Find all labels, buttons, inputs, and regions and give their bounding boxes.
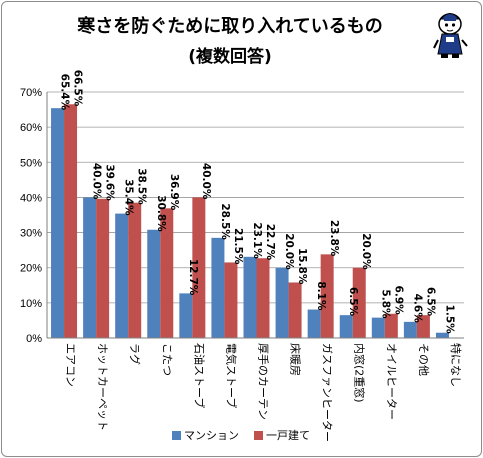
data-label: 66.5% [72, 70, 84, 107]
category-label: ホットカーペット [96, 343, 109, 431]
category-label: 厚手のカーテン [257, 343, 271, 420]
legend-label: マンション [184, 429, 239, 442]
bar-house [288, 282, 302, 338]
bars [51, 104, 449, 338]
data-label: 30.8% [155, 195, 167, 232]
data-label: 40.0% [91, 163, 103, 200]
category-label: 特になし [449, 343, 463, 387]
bar-house [224, 262, 238, 338]
bar-house [128, 202, 142, 338]
bar-house [64, 104, 78, 338]
data-label: 21.5% [232, 228, 244, 265]
legend-swatch [172, 431, 181, 440]
data-label: 35.4% [123, 179, 135, 216]
data-label: 38.5% [136, 168, 148, 205]
bar-mansion [403, 321, 417, 338]
bar-mansion [371, 317, 385, 338]
y-tick-label: 20% [20, 263, 42, 275]
data-labels: 65.4% 66.5%40.0% 39.6% 35.4% 38.5%30.8%36.9%… [59, 70, 456, 334]
bar-mansion [115, 213, 129, 338]
bar-mansion [275, 267, 289, 338]
y-axis: 0% 10% 20% 30% 40% 50% 60% 70% [20, 87, 48, 345]
y-tick-label: 50% [20, 157, 42, 169]
y-tick-label: 0% [26, 333, 42, 345]
legend: マンション 一戸建て [172, 428, 310, 442]
bar-mansion [147, 229, 161, 338]
bar-house [160, 208, 174, 338]
bar-mansion [339, 315, 353, 338]
y-tick-label: 30% [20, 228, 42, 240]
data-label: 6.9% [392, 286, 404, 316]
data-label: 23.8% [328, 220, 340, 257]
chart-title: 寒さを防ぐために取り入れているもの [76, 15, 382, 37]
category-label: 石油ストーブ [192, 343, 206, 408]
data-label: 15.8% [296, 248, 308, 285]
category-label: ガスファンヒーター [321, 343, 334, 442]
legend-label: 一戸建て [266, 428, 310, 442]
bar-mansion [83, 197, 97, 338]
data-label: 65.4% [59, 74, 71, 111]
data-label: 8.1% [315, 281, 327, 311]
category-label: ラグ [128, 343, 142, 365]
bar-mansion [179, 293, 193, 338]
bar-mansion [211, 237, 225, 338]
bar-mansion [435, 332, 449, 338]
category-label: オイルヒーター [385, 343, 398, 420]
category-label: その他 [417, 343, 430, 376]
category-label: こたつ [160, 343, 173, 376]
bar-mansion [51, 108, 65, 338]
bar-house [320, 254, 334, 338]
x-axis: エアコン ホットカーペット ラグ こたつ 石油ストーブ 電気ストーブ 厚手のカーテン 床暖房 ガ… [47, 337, 464, 442]
legend-swatch [254, 431, 263, 440]
category-label: エアコン [64, 343, 77, 387]
data-label: 22.7% [264, 224, 276, 261]
data-label: 6.5% [424, 287, 436, 317]
y-tick-label: 60% [20, 122, 42, 134]
data-label: 1.5% [443, 305, 455, 335]
bar-house [416, 315, 430, 338]
data-label: 4.6% [411, 294, 423, 324]
bar-house [96, 198, 110, 338]
bar-house [192, 197, 206, 338]
data-label: 6.5% [347, 287, 359, 317]
data-label: 23.1% [251, 222, 263, 259]
bar-house [256, 258, 270, 338]
data-label: 40.0% [200, 163, 212, 200]
data-label: 12.7% [187, 259, 199, 296]
bar-mansion [307, 309, 321, 338]
category-label: 内窓(2重窓) [353, 343, 367, 403]
chart-subtitle: (複数回答) [188, 46, 272, 67]
bar-house [352, 267, 366, 338]
bar-mansion [243, 256, 257, 338]
data-label: 5.8% [379, 289, 391, 319]
bar-house [384, 313, 398, 338]
data-label: 39.6% [104, 164, 116, 201]
y-tick-label: 40% [20, 192, 42, 204]
category-label: 電気ストーブ [224, 343, 238, 408]
data-label: 28.5% [219, 203, 231, 240]
data-label: 36.9% [168, 174, 180, 211]
cartoon-character-icon [433, 13, 468, 58]
data-label: 20.0% [360, 233, 372, 270]
y-tick-label: 70% [20, 87, 42, 99]
data-label: 20.0% [283, 233, 295, 270]
y-tick-label: 10% [20, 298, 42, 310]
category-label: 床暖房 [289, 343, 303, 376]
